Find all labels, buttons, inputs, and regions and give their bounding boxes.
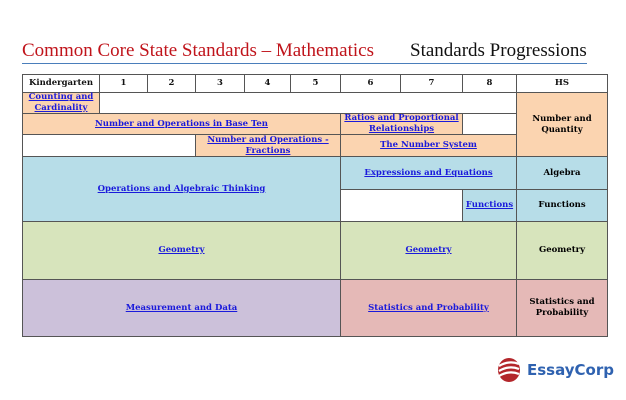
domain-statistics-probability[interactable]: Statistics and Probability [368, 302, 489, 313]
grade-header-4-cell: 4 [244, 74, 291, 93]
hs-functions: Functions [538, 200, 586, 211]
domain-operations-algebraic-cell: Operations and Algebraic Thinking [22, 156, 341, 222]
grade-header-8-cell: 8 [462, 74, 517, 93]
grade-header-7-cell: 7 [400, 74, 463, 93]
grade-header-9-cell: HS [516, 74, 608, 93]
domain-base-ten-cell: Number and Operations in Base Ten [22, 113, 341, 135]
hs-functions-cell: Functions [516, 189, 608, 222]
domain-measurement-data[interactable]: Measurement and Data [125, 302, 238, 313]
grade-header-2-cell: 2 [147, 74, 196, 93]
domain-functions-cell: Functions [462, 189, 517, 222]
domain-expressions-equations[interactable]: Expressions and Equations [364, 167, 493, 178]
grade-header-0: Kindergarten [28, 78, 94, 89]
domain-geometry-k5-cell: Geometry [22, 221, 341, 280]
domain-measurement-data-cell: Measurement and Data [22, 279, 341, 337]
grade-header-6: 6 [367, 78, 374, 89]
hs-algebra-cell: Algebra [516, 156, 608, 190]
grade-header-1-cell: 1 [99, 74, 148, 93]
grade-header-3-cell: 3 [195, 74, 245, 93]
page-title: Common Core State Standards – Mathematic… [22, 40, 374, 61]
grade-header-1: 1 [120, 78, 127, 89]
domain-number-system-cell: The Number System [340, 134, 517, 157]
domain-fractions[interactable]: Number and Operations - Fractions [207, 134, 329, 156]
hs-number-quantity: Number and Quantity [532, 113, 592, 135]
domain-fractions-cell: Number and Operations - Fractions [195, 134, 341, 157]
hs-statistics-probability-cell: Statistics and Probability [516, 279, 608, 337]
title-divider [22, 63, 587, 64]
grade-header-2: 2 [168, 78, 175, 89]
grade-header-5-cell: 5 [290, 74, 341, 93]
domain-statistics-probability-cell: Statistics and Probability [340, 279, 517, 337]
grade-header-9: HS [554, 78, 570, 89]
domain-geometry-68[interactable]: Geometry [405, 245, 452, 256]
hs-number-quantity-cell: Number and Quantity [516, 92, 608, 157]
hs-geometry-cell: Geometry [516, 221, 608, 280]
empty-cell-cell [22, 134, 196, 157]
domain-ratios-cell: Ratios and Proportional Relationships [340, 113, 463, 135]
grade-header-6-cell: 6 [340, 74, 401, 93]
grade-header-7: 7 [428, 78, 435, 89]
domain-number-system[interactable]: The Number System [380, 140, 477, 151]
domain-ratios[interactable]: Ratios and Proportional Relationships [344, 113, 459, 134]
grade-header-3: 3 [217, 78, 223, 89]
grade-header-8: 8 [486, 78, 493, 89]
domain-expressions-equations-cell: Expressions and Equations [340, 156, 517, 190]
essaycorp-logo: EssayCorp [497, 357, 614, 383]
domain-geometry-68-cell: Geometry [340, 221, 517, 280]
domain-geometry-k5[interactable]: Geometry [158, 245, 205, 256]
page-subtitle: Standards Progressions [410, 40, 587, 61]
hs-geometry: Geometry [538, 245, 586, 256]
domain-counting-cardinality-cell: Counting and Cardinality [22, 92, 100, 114]
grade-header-4: 4 [264, 78, 271, 89]
domain-functions[interactable]: Functions [465, 200, 514, 211]
domain-operations-algebraic[interactable]: Operations and Algebraic Thinking [97, 183, 266, 194]
hs-algebra: Algebra [543, 167, 581, 178]
empty-cell-cell [340, 189, 463, 222]
grade-header-0-cell: Kindergarten [22, 74, 100, 93]
hs-statistics-probability: Statistics and Probability [529, 297, 595, 318]
empty-cell-cell [462, 113, 517, 135]
logo-text: EssayCorp [527, 361, 614, 379]
grade-header-5: 5 [312, 78, 319, 89]
essaycorp-logo-icon [498, 358, 520, 382]
domain-counting-cardinality[interactable]: Counting and Cardinality [28, 92, 94, 113]
domain-base-ten[interactable]: Number and Operations in Base Ten [95, 118, 268, 129]
empty-cell-cell [99, 92, 517, 114]
